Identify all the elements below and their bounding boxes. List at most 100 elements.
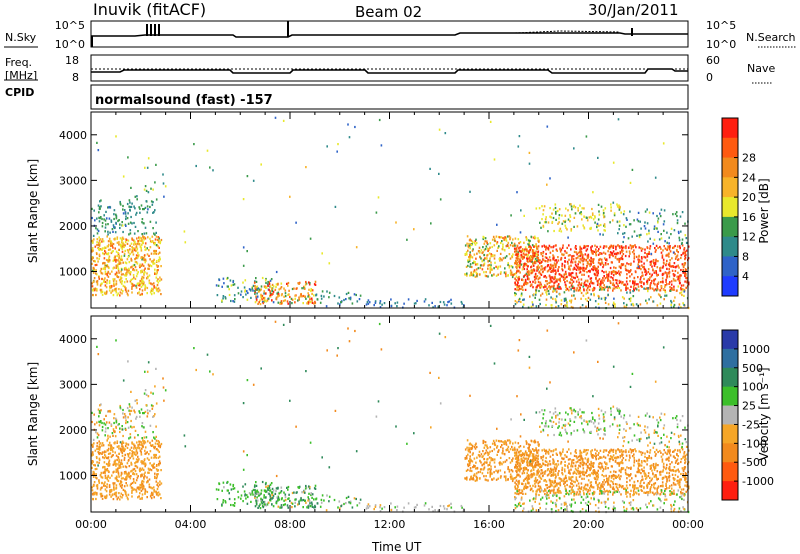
scatter-cell [510,469,513,472]
scatter-cell [92,438,95,441]
scatter-cell [527,253,530,256]
scatter-cell [656,266,659,269]
scatter-cell [467,464,470,468]
scatter-cell [131,453,134,456]
scatter-cell [468,244,471,247]
scatter-cell [115,475,118,478]
scatter-cell [126,406,129,410]
scatter-cell [91,462,93,465]
colorbar-tick-label: 24 [742,171,756,184]
scatter-cell [585,135,588,138]
scatter-cell [625,484,628,487]
scatter-cell [514,292,516,295]
scatter-cell [91,258,93,261]
scatter-cell [575,272,578,275]
scatter-cell [308,281,310,284]
scatter-cell [94,260,96,263]
scatter-cell [134,399,137,402]
scatter-cell [232,504,234,507]
scatter-cell [114,247,116,250]
scatter-cell [320,498,323,501]
scatter-cell [491,238,494,241]
scatter-cell [133,473,136,476]
scatter-cell [100,486,102,490]
scatter-cell [272,489,275,492]
scatter-cell [538,289,540,293]
scatter-cell [596,267,599,270]
scatter-cell [115,417,117,420]
scatter-cell [550,216,552,219]
scatter-cell [113,417,115,420]
scatter-cell [153,292,155,295]
scatter-cell [637,220,640,223]
date-title: 30/Jan/2011 [588,1,679,19]
scatter-cell [528,243,530,246]
scatter-cell [153,262,156,265]
scatter-cell [673,288,675,291]
scatter-cell [570,205,573,208]
scatter-cell [604,252,607,255]
scatter-cell [98,420,100,423]
scatter-cell [448,300,451,303]
scatter-cell [674,265,677,269]
scatter-cell [626,273,628,276]
scatter-cell [544,288,546,292]
scatter-cell [310,288,312,291]
scatter-cell [575,461,578,464]
scatter-cell [630,285,632,288]
scatter-cell [265,490,268,493]
scatter-cell [568,272,570,275]
scatter-cell [121,292,123,295]
scatter-cell [513,242,516,245]
scatter-cell [136,237,138,240]
scatter-cell [506,235,509,238]
scatter-cell [112,434,114,437]
scatter-cell [131,222,133,225]
scatter-cell [632,295,635,298]
scatter-cell [153,241,155,245]
scatter-cell [110,446,112,449]
scatter-cell [152,465,154,468]
scatter-cell [552,216,555,220]
scatter-cell [674,269,677,273]
scatter-cell [121,247,124,250]
scatter-cell [102,471,105,474]
scatter-cell [103,470,106,473]
scatter-cell [646,208,648,211]
scatter-cell [508,264,511,267]
scatter-cell [416,299,418,302]
scatter-cell [140,408,143,411]
scatter-cell [596,270,599,274]
scatter-cell [545,248,547,251]
scatter-cell [537,245,540,248]
scatter-cell [105,456,108,460]
scatter-cell [121,268,123,271]
scatter-cell [103,261,105,265]
scatter-cell [650,260,653,263]
scatter-cell [131,487,134,490]
scatter-cell [103,253,106,256]
scatter-cell [649,283,652,286]
scatter-cell [434,305,436,308]
scatter-cell [96,288,98,291]
scatter-cell [137,230,139,233]
scatter-cell [683,290,686,293]
scatter-cell [635,255,638,258]
scatter-cell [134,207,136,210]
scatter-cell [572,258,575,261]
scatter-cell [562,244,564,247]
scatter-cell [94,245,97,248]
scatter-cell [144,166,146,169]
scatter-cell [518,265,520,268]
scatter-cell [123,285,126,288]
scatter-cell [143,442,145,445]
scatter-cell [592,213,594,216]
scatter-cell [131,406,133,409]
scatter-cell [479,251,481,254]
scatter-cell [629,223,632,226]
scatter-cell [490,261,492,264]
scatter-cell [119,447,122,450]
scatter-cell [151,444,153,447]
scatter-cell [121,280,123,283]
scatter-cell [557,269,559,273]
